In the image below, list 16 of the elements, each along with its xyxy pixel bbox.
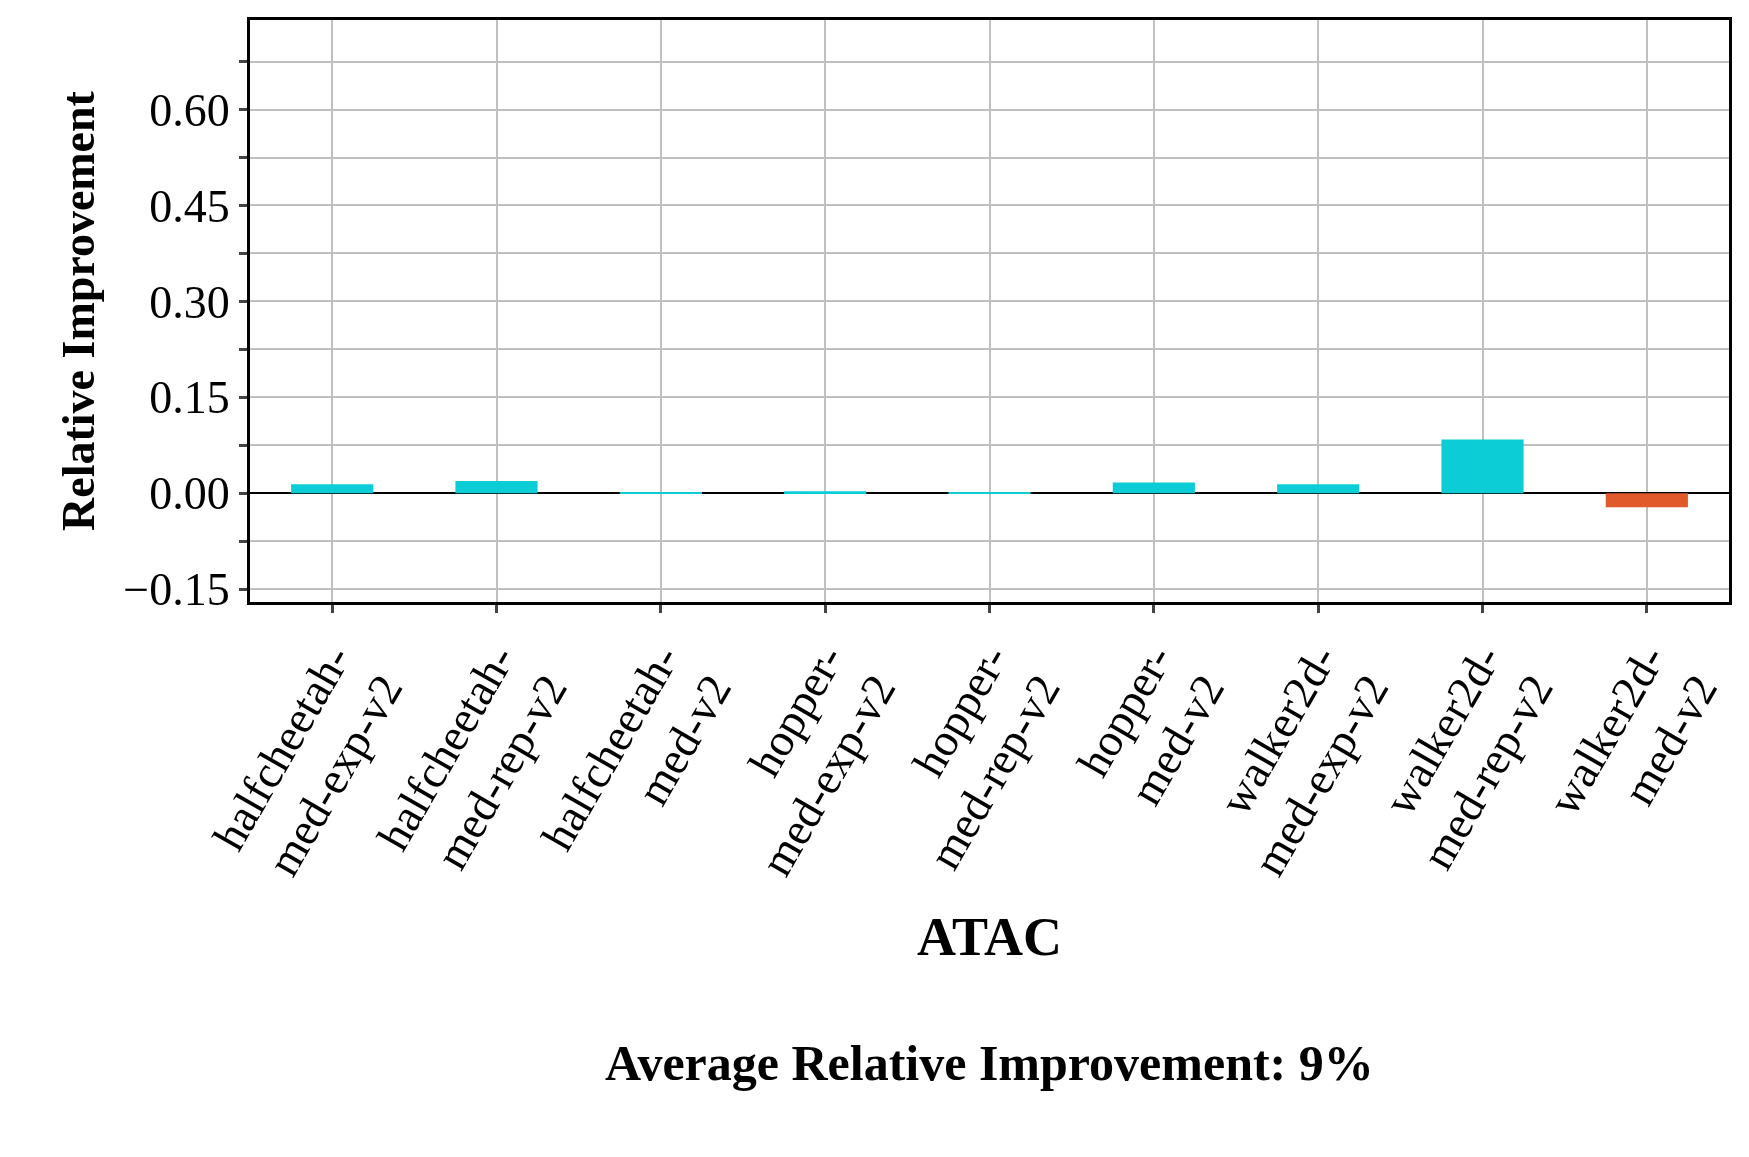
y-tick-label: 0.60 (149, 84, 230, 136)
y-axis-title: Relative Improvement (52, 90, 104, 531)
bar (291, 484, 374, 494)
bar (1112, 482, 1195, 494)
y-tick-label: 0.30 (149, 276, 230, 328)
text: Average Relative Improvement: 9% (605, 1035, 1374, 1091)
bar (1605, 493, 1688, 508)
y-tick-label: −0.15 (123, 564, 230, 616)
y-tick-label: 0.00 (149, 468, 230, 520)
bar (784, 491, 867, 494)
y-tick-label: 0.45 (149, 180, 230, 232)
bar (1277, 484, 1360, 494)
x-axis-title: ATAC (917, 906, 1062, 967)
y-tick-label: 0.15 (149, 372, 230, 424)
bar (455, 481, 538, 494)
bar (1441, 439, 1524, 494)
